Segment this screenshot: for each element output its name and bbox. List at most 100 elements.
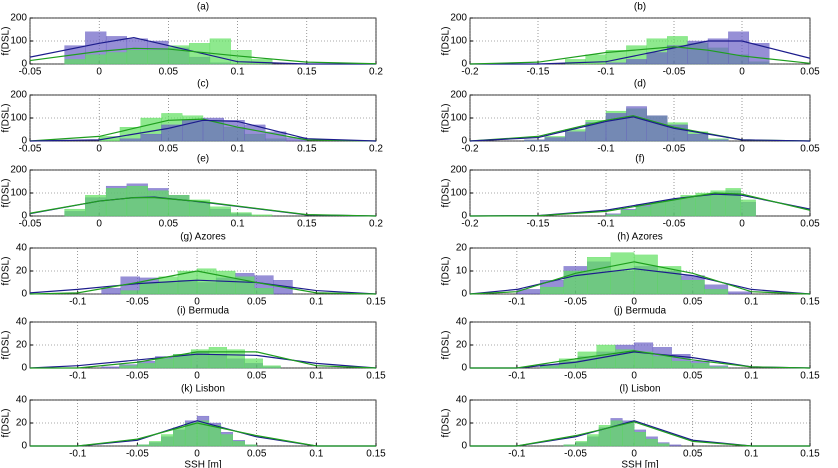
- y-axis-label: f(DSL): [441, 331, 452, 360]
- x-tick-label: 0.15: [297, 219, 317, 230]
- y-tick-label: 0: [21, 441, 27, 452]
- histogram-bar: [119, 138, 141, 142]
- histogram-bar: [575, 441, 588, 447]
- histogram-bar: [209, 38, 231, 65]
- histogram-bar: [223, 120, 245, 142]
- y-tick-label: 40: [456, 395, 468, 406]
- x-tick-label: 0: [739, 67, 745, 78]
- histogram-bar: [126, 50, 148, 65]
- x-tick-label: -0.1: [508, 297, 526, 308]
- x-tick-label: 0.1: [744, 371, 758, 382]
- x-tick-label: 0.1: [231, 144, 245, 155]
- histogram-bar: [540, 365, 560, 369]
- y-axis-label: f(DSL): [1, 179, 12, 208]
- histogram-bar: [727, 291, 752, 295]
- histogram-bar: [645, 438, 658, 447]
- histogram-bar: [563, 444, 576, 447]
- x-tick-label: -0.05: [663, 144, 686, 155]
- x-tick-label: -0.1: [508, 449, 526, 460]
- y-tick-label: 0: [461, 136, 467, 147]
- panel-title: (l) Lisbon: [619, 384, 660, 395]
- panel-title: (c): [197, 79, 209, 90]
- histogram-bar: [707, 139, 729, 142]
- y-axis-label: f(DSL): [441, 104, 452, 133]
- histogram-bar: [709, 366, 729, 369]
- histogram-bar: [101, 366, 120, 369]
- panel-title: (k) Lisbon: [181, 384, 225, 395]
- panel-title: (d): [634, 79, 646, 90]
- y-tick-label: 20: [16, 266, 28, 277]
- y-tick-label: 0: [21, 59, 27, 70]
- histogram-bar: [155, 358, 174, 369]
- y-tick-label: 40: [16, 243, 28, 254]
- x-tick-label: 0.05: [800, 67, 820, 78]
- histogram-bar: [740, 199, 756, 217]
- histogram-bar: [728, 31, 749, 65]
- histogram-bar: [189, 43, 211, 65]
- histogram-bar: [605, 214, 622, 217]
- x-tick-label: -0.05: [564, 297, 587, 308]
- histogram-bar: [184, 422, 198, 447]
- histogram-bar: [101, 288, 121, 295]
- x-tick-label: 0.05: [683, 371, 703, 382]
- histogram-bar: [635, 206, 652, 217]
- y-tick-label: 40: [456, 317, 468, 328]
- x-tick-label: -0.05: [19, 219, 42, 230]
- histogram-bar: [610, 252, 635, 295]
- x-tick-label: 0.15: [800, 297, 820, 308]
- x-tick-label: -0.2: [461, 67, 479, 78]
- panel-title: (f): [635, 154, 644, 165]
- histogram-bar: [173, 427, 186, 447]
- x-tick-label: 0: [194, 371, 200, 382]
- histogram-bar: [230, 212, 252, 217]
- fit-line: [469, 192, 811, 217]
- x-tick-label: 0.15: [800, 371, 820, 382]
- histogram-bar: [657, 443, 670, 447]
- histogram-bar: [126, 185, 148, 217]
- x-tick-label: -0.15: [527, 144, 550, 155]
- x-axis-label: SSH [m]: [621, 460, 658, 468]
- x-tick-label: -0.05: [663, 67, 686, 78]
- x-tick-label: -0.15: [527, 219, 550, 230]
- histogram-bar: [587, 434, 600, 447]
- histogram-bar: [85, 54, 107, 65]
- x-tick-label: 0.2: [369, 219, 383, 230]
- y-tick-label: 20: [16, 340, 28, 351]
- histogram-bar: [64, 59, 86, 65]
- x-tick-label: 0.15: [366, 449, 386, 460]
- histogram-bar: [105, 188, 128, 217]
- x-tick-label: -0.05: [564, 371, 587, 382]
- x-tick-label: -0.1: [597, 219, 615, 230]
- histogram-bar: [748, 43, 770, 65]
- y-tick-label: 100: [450, 36, 467, 47]
- histogram-bar: [209, 206, 231, 217]
- x-tick-label: 0.05: [247, 371, 267, 382]
- panel-title: (g) Azores: [180, 232, 226, 243]
- histogram-bar: [208, 425, 222, 447]
- x-tick-label: -0.2: [461, 219, 479, 230]
- fit-line: [469, 116, 811, 142]
- x-tick-label: 0.1: [231, 219, 245, 230]
- x-tick-label: 0: [194, 297, 200, 308]
- x-tick-label: -0.05: [126, 371, 149, 382]
- panel-title: (j) Bermuda: [614, 306, 667, 317]
- panel-title: (i) Bermuda: [177, 306, 230, 317]
- histogram-bar: [244, 444, 257, 447]
- x-tick-label: -0.15: [527, 67, 550, 78]
- histogram-bar: [633, 351, 654, 369]
- x-tick-label: 0.05: [800, 144, 820, 155]
- histogram-bar: [105, 52, 128, 65]
- x-tick-label: -0.1: [597, 144, 615, 155]
- fit-line: [469, 46, 811, 65]
- x-tick-label: -0.05: [19, 67, 42, 78]
- histogram-bar: [633, 254, 658, 295]
- histogram-bar: [605, 62, 627, 65]
- x-tick-label: 0.05: [159, 219, 179, 230]
- histogram-bar: [540, 286, 564, 295]
- y-tick-label: 20: [16, 418, 28, 429]
- fit-line: [469, 261, 811, 295]
- fit-line: [29, 118, 377, 142]
- histogram-bar: [671, 360, 691, 369]
- histogram-bar: [220, 434, 233, 447]
